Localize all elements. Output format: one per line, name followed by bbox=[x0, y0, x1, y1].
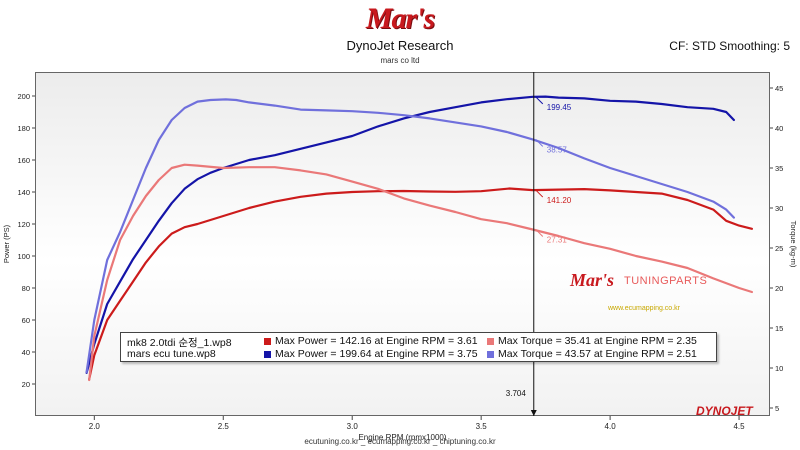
y2-axis-label: Torque (kg-m) bbox=[789, 221, 798, 268]
y-tick-label: 60 bbox=[22, 316, 30, 325]
legend-max-power: Max Power = 199.64 at Engine RPM = 3.75 bbox=[275, 348, 478, 360]
watermark-text: TUNINGPARTS bbox=[624, 275, 708, 287]
y2-tick-label: 35 bbox=[775, 164, 783, 173]
y2-tick-label: 15 bbox=[775, 324, 783, 333]
y-tick-label: 180 bbox=[17, 124, 30, 133]
legend-torque-swatch bbox=[487, 351, 494, 358]
cursor-marker bbox=[530, 410, 537, 416]
cursor-series-value: 27.31 bbox=[547, 236, 568, 245]
y2-tick-label: 10 bbox=[775, 364, 783, 373]
x-tick-label: 2.0 bbox=[89, 422, 101, 431]
footer-links: ecutuning.co.kr _ ecumapping.co.kr _ chi… bbox=[304, 437, 496, 446]
y-tick-label: 140 bbox=[17, 188, 30, 197]
series-line bbox=[85, 98, 736, 374]
cursor-value-leader bbox=[535, 229, 544, 237]
legend-torque-swatch bbox=[487, 338, 494, 345]
dynojet-brand: DYNOJET bbox=[696, 404, 753, 418]
x-tick-label: 2.5 bbox=[218, 422, 230, 431]
cursor-series-value: 38.57 bbox=[547, 145, 568, 154]
legend-row: mk8 2.0tdi 순정_1.wp8 Max Power = 142.16 a… bbox=[121, 335, 716, 349]
cursor-series-value: 199.45 bbox=[547, 103, 572, 112]
y2-tick-label: 40 bbox=[775, 124, 783, 133]
legend-power-swatch bbox=[264, 338, 271, 345]
y-tick-label: 120 bbox=[17, 220, 30, 229]
watermark-logo: Mar's bbox=[570, 270, 615, 290]
chart-subtitle: mars co ltd bbox=[380, 56, 420, 65]
y-tick-label: 160 bbox=[17, 156, 30, 165]
x-tick-label: 4.5 bbox=[733, 422, 745, 431]
cursor-value-leader bbox=[535, 189, 544, 198]
series-line bbox=[88, 187, 754, 381]
legend-file-name: mars ecu tune.wp8 bbox=[127, 348, 216, 360]
correction-factor-label: CF: STD Smoothing: 5 bbox=[669, 39, 790, 53]
mars-logo: Mar's bbox=[365, 2, 435, 35]
series-line bbox=[85, 95, 736, 374]
legend-max-torque: Max Torque = 35.41 at Engine RPM = 2.35 bbox=[498, 335, 697, 347]
x-tick-label: 3.0 bbox=[347, 422, 359, 431]
y-tick-label: 20 bbox=[22, 380, 30, 389]
y2-tick-label: 45 bbox=[775, 84, 783, 93]
cursor-value-label: 3.704 bbox=[506, 389, 527, 398]
watermark-url: www.ecumapping.co.kr bbox=[608, 305, 680, 312]
legend-file-name: mk8 2.0tdi 순정_1.wp8 bbox=[127, 337, 232, 349]
legend-max-power: Max Power = 142.16 at Engine RPM = 3.61 bbox=[275, 335, 478, 347]
y-tick-label: 100 bbox=[17, 252, 30, 261]
cursor-series-value: 141.20 bbox=[547, 196, 572, 205]
y-tick-label: 200 bbox=[17, 92, 30, 101]
legend: mk8 2.0tdi 순정_1.wp8 Max Power = 142.16 a… bbox=[120, 332, 717, 362]
y2-tick-label: 20 bbox=[775, 284, 783, 293]
y2-tick-label: 25 bbox=[775, 244, 783, 253]
cursor-value-leader bbox=[535, 139, 544, 147]
x-tick-label: 4.0 bbox=[605, 422, 617, 431]
legend-max-torque: Max Torque = 43.57 at Engine RPM = 2.51 bbox=[498, 348, 697, 360]
series-line bbox=[88, 163, 754, 382]
y2-tick-label: 30 bbox=[775, 204, 783, 213]
y-tick-label: 40 bbox=[22, 348, 30, 357]
legend-power-swatch bbox=[264, 351, 271, 358]
chart-title: DynoJet Research bbox=[346, 38, 454, 53]
x-axis-label: Engine RPM (rpmx1000) bbox=[358, 433, 446, 442]
y2-tick-label: 5 bbox=[775, 404, 779, 413]
x-tick-label: 3.5 bbox=[476, 422, 488, 431]
y-tick-label: 80 bbox=[22, 284, 30, 293]
y-axis-label: Power (PS) bbox=[2, 224, 11, 263]
legend-row: mars ecu tune.wp8 Max Power = 199.64 at … bbox=[121, 348, 716, 362]
cursor-value-leader bbox=[535, 96, 544, 105]
